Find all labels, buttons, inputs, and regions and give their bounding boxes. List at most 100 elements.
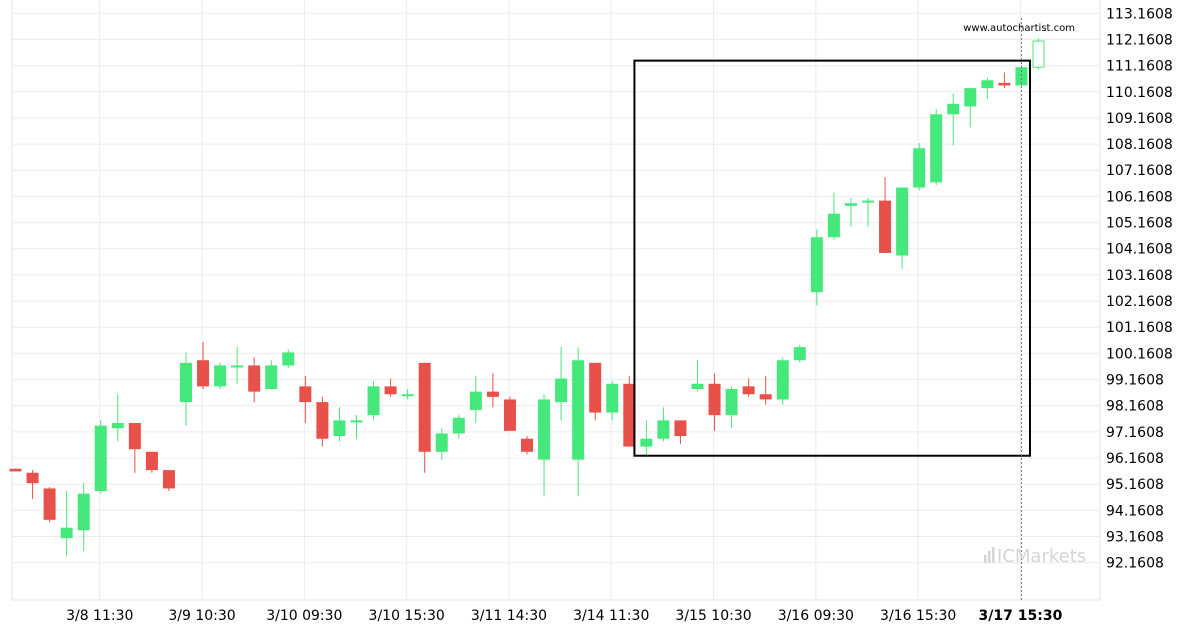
y-tick-label: 95.1608 [1106,477,1164,493]
candle [111,394,124,442]
candle-body [879,200,892,253]
y-tick-label: 100.1608 [1106,346,1173,362]
y-tick-label: 104.1608 [1106,242,1173,258]
candle [555,347,568,421]
y-tick-label: 106.1608 [1106,189,1173,205]
x-axis: 3/8 11:30 3/9 10:30 3/10 09:30 3/10 15:30 3/… [66,608,1063,624]
candle-body [197,360,210,387]
candle [759,375,772,405]
candle [827,192,840,240]
candle-body [913,148,926,188]
candle [725,386,738,429]
candle-body [623,383,636,447]
candle [145,451,158,473]
candle [248,357,261,403]
candle-body [640,438,653,447]
y-tick-label: 103.1608 [1106,268,1173,284]
candle [879,177,892,253]
candle [589,362,602,421]
candle-body [1032,40,1045,68]
x-tick-label: 3/15 10:30 [675,608,751,624]
y-tick-label: 93.1608 [1106,530,1164,546]
candle [503,396,516,431]
candle [128,423,141,473]
candle-body [708,383,721,416]
candle [1032,38,1045,70]
candle [94,420,107,494]
candle [418,362,431,473]
x-tick-label: 3/14 11:30 [573,608,649,624]
candle-body [111,423,124,429]
candle [214,362,227,389]
candle-body [60,527,73,539]
grid-lines [11,0,1101,601]
candle [998,72,1011,89]
candle-body [657,420,670,439]
candle [435,428,448,460]
candle [316,396,329,447]
candle-body [691,383,704,389]
candle-body [469,391,482,410]
candle-body [384,386,397,395]
y-tick-label: 105.1608 [1106,216,1173,232]
candle-body [333,420,346,437]
candle-body [759,394,772,400]
y-tick-label: 96.1608 [1106,451,1164,467]
candle-body [350,420,363,423]
candle-body [742,386,755,395]
candle [930,109,943,185]
y-tick-label: 108.1608 [1106,137,1173,153]
candle-body [725,389,738,416]
candle [623,375,636,447]
x-tick-label: 3/9 10:30 [168,608,235,624]
x-tick-label: 3/8 11:30 [66,608,133,624]
logo-bar-1 [984,555,987,563]
candle-body [316,402,329,439]
candle [469,375,482,424]
y-tick-label: 102.1608 [1106,294,1173,310]
x-tick-label: 3/11 14:30 [471,608,547,624]
candle [981,77,994,99]
y-tick-label: 101.1608 [1106,320,1173,336]
candle [350,415,363,439]
candle-body [538,399,551,460]
candle [640,420,653,458]
candle [896,187,909,269]
candle [708,373,721,431]
candle-body [43,488,56,520]
candle-body [452,417,465,434]
candle [401,389,414,400]
candle-body [77,493,90,531]
candle-body [214,365,227,387]
candle-body [589,362,602,413]
candle-body [145,451,158,471]
candle-body [231,365,244,368]
candle [43,487,56,523]
candle-body [180,362,192,403]
candle-body [776,360,789,400]
candle-body [810,237,823,293]
candle [282,349,295,369]
candle [60,491,73,557]
x-tick-label: 3/10 15:30 [369,608,445,624]
y-tick-label: 97.1608 [1106,425,1164,441]
candle [367,381,380,421]
candle [538,394,551,497]
logo-text: ICMarkets [997,546,1086,567]
source-watermark: www.autochartist.com [963,23,1075,34]
candle-body [128,423,141,450]
candle-body [486,391,499,397]
candle-body [947,103,960,115]
candle [657,407,670,442]
candle [606,381,619,421]
logo-bar-3 [992,547,995,563]
candle [77,483,90,552]
y-tick-label: 107.1608 [1106,163,1173,179]
candle-body [1015,67,1028,86]
candle-body [981,80,994,89]
candle-body [367,386,380,416]
candle-body [503,399,516,431]
candle [265,360,278,389]
